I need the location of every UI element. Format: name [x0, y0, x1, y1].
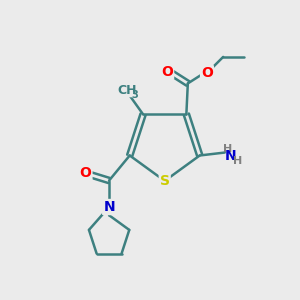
Text: H: H	[233, 156, 243, 167]
Text: O: O	[80, 166, 92, 180]
Text: O: O	[201, 66, 213, 80]
Text: N: N	[103, 200, 115, 214]
Text: N: N	[225, 149, 236, 163]
Text: 3: 3	[132, 90, 139, 100]
Text: O: O	[161, 64, 173, 79]
Text: CH: CH	[117, 84, 136, 97]
Text: N: N	[103, 200, 115, 214]
Text: H: H	[223, 144, 232, 154]
Text: S: S	[160, 174, 170, 188]
